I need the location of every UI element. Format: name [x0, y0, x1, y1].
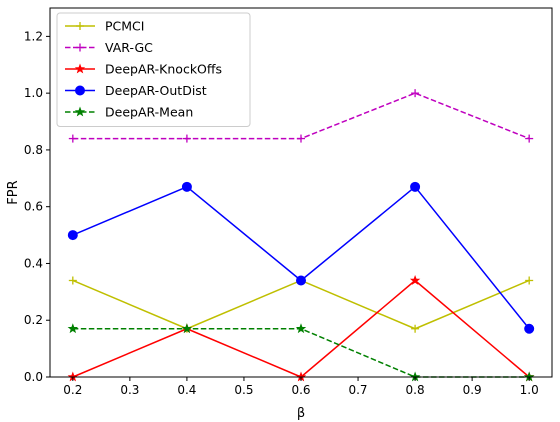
data-point	[69, 276, 77, 284]
x-tick-label: 0.4	[177, 383, 196, 397]
data-point	[68, 231, 77, 240]
y-tick-label: 0.8	[24, 143, 43, 157]
data-point	[525, 135, 533, 143]
legend-label: DeepAR-Mean	[105, 105, 193, 120]
y-tick-label: 0.6	[24, 200, 43, 214]
data-point	[182, 182, 191, 191]
legend-label: VAR-GC	[105, 40, 153, 55]
data-point	[411, 325, 419, 333]
legend-marker	[76, 86, 85, 95]
x-tick-label: 0.8	[406, 383, 425, 397]
x-tick-label: 0.6	[291, 383, 310, 397]
y-tick-label: 0.4	[24, 256, 43, 270]
data-point	[411, 89, 419, 97]
data-point	[411, 182, 420, 191]
legend-label: DeepAR-KnockOffs	[105, 62, 222, 77]
y-tick-label: 0.0	[24, 370, 43, 384]
legend-label: PCMCI	[105, 19, 144, 34]
data-point	[525, 276, 533, 284]
x-tick-label: 0.9	[463, 383, 482, 397]
y-tick-label: 1.2	[24, 29, 43, 43]
data-point	[68, 324, 77, 332]
data-point	[297, 276, 306, 285]
series-deepar-outdist	[68, 182, 533, 333]
data-point	[297, 324, 306, 332]
y-tick-label: 0.2	[24, 313, 43, 327]
legend: PCMCI VAR-GC DeepAR-KnockOffs DeepAR-OutDis…	[57, 13, 250, 127]
series-line	[73, 329, 529, 377]
legend-label: DeepAR-OutDist	[105, 83, 207, 98]
x-tick-label: 0.3	[120, 383, 139, 397]
x-tick-label: 0.2	[63, 383, 82, 397]
y-axis-label: FPR	[6, 180, 21, 204]
x-tick-label: 0.5	[234, 383, 253, 397]
y-tick-label: 1.0	[24, 86, 43, 100]
data-point	[69, 135, 77, 143]
series-line	[73, 187, 529, 329]
data-point	[525, 324, 534, 333]
data-point	[297, 135, 305, 143]
x-tick-label: 0.7	[348, 383, 367, 397]
series-line	[73, 280, 529, 328]
chart-marks	[68, 89, 533, 381]
data-point	[183, 135, 191, 143]
x-axis-label: β	[297, 406, 305, 421]
x-tick-label: 1.0	[520, 383, 539, 397]
